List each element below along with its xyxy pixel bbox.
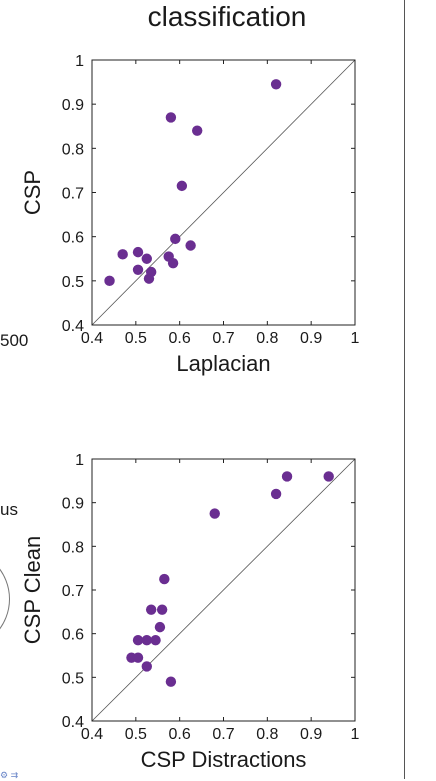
x-tick-label: 0.5 <box>125 330 147 347</box>
y-tick-label: 1 <box>75 452 84 469</box>
data-point <box>185 240 196 251</box>
data-point <box>154 621 166 633</box>
data-point <box>270 488 282 500</box>
data-point <box>167 257 179 269</box>
x-tick-label: 0.6 <box>169 726 191 743</box>
y-axis-label: CSP Clean <box>20 536 45 644</box>
y-tick-label: 0.8 <box>62 539 84 556</box>
x-tick-label: 0.6 <box>169 330 191 347</box>
data-point <box>156 604 168 615</box>
data-point <box>132 652 144 663</box>
x-tick-label: 0.8 <box>256 726 278 743</box>
data-point <box>145 266 157 278</box>
x-tick-label: 0.4 <box>81 330 103 347</box>
x-tick-label: 0.5 <box>125 726 147 743</box>
x-tick-label: 0.7 <box>212 726 234 743</box>
identity-line <box>91 59 356 326</box>
y-tick-label: 0.4 <box>62 318 84 335</box>
data-point <box>170 233 181 245</box>
data-point <box>141 661 152 672</box>
y-tick-label: 0.5 <box>62 670 84 687</box>
data-point <box>281 471 293 482</box>
data-point <box>209 508 220 519</box>
x-tick-label: 0.4 <box>81 726 103 743</box>
x-tick-label: 1 <box>351 330 360 347</box>
scatter-chart-distractions-vs-clean: 0.4 0.5 0.6 0.7 0.8 0.9 1 0.4 0.5 0.6 0.7 0.8 0.9 1 CS… <box>20 452 360 772</box>
y-tick-label: 0.4 <box>62 714 84 731</box>
y-tick-label: 0.7 <box>62 583 84 600</box>
left-fragment-us: us <box>0 500 18 519</box>
identity-line <box>91 458 356 722</box>
left-fragment-500: 500 <box>0 331 29 350</box>
y-tick-label: 0.5 <box>62 274 84 291</box>
y-tick-label: 0.9 <box>62 97 84 114</box>
x-tick-label: 0.7 <box>212 330 234 347</box>
data-point <box>132 635 144 646</box>
data-point <box>165 112 177 123</box>
data-point <box>159 573 170 585</box>
x-tick-label: 1 <box>351 726 360 743</box>
x-axis-label: CSP Distractions <box>141 747 307 772</box>
scatter-chart-laplacian-vs-csp: 0.4 0.5 0.6 0.7 0.8 0.9 1 0.4 0.5 0.6 0.7 0.8 0.9 1 La… <box>20 53 360 376</box>
data-point <box>150 635 161 646</box>
bottom-icon-fragment: ⚙ ⇉ <box>0 770 19 780</box>
y-tick-label: 0.6 <box>62 627 84 644</box>
y-tick-label: 0.6 <box>62 230 84 247</box>
x-tick-label: 0.8 <box>256 330 278 347</box>
y-axis-label: CSP <box>20 170 45 215</box>
x-axis-label: Laplacian <box>176 351 270 376</box>
data-point <box>141 253 152 264</box>
y-tick-label: 0.8 <box>62 141 84 158</box>
data-point <box>323 471 334 482</box>
y-tick-label: 0.7 <box>62 186 84 203</box>
data-point <box>104 275 115 287</box>
data-point <box>165 676 177 687</box>
data-point <box>192 125 203 136</box>
y-tick-label: 1 <box>75 53 84 70</box>
data-point <box>141 635 152 646</box>
panel-divider <box>404 0 405 779</box>
y-tick-label: 0.9 <box>62 496 84 513</box>
data-point <box>270 79 282 90</box>
data-point <box>132 246 144 258</box>
page-title: classification <box>147 1 307 32</box>
data-point <box>117 249 128 260</box>
data-point <box>145 604 157 615</box>
data-point <box>132 264 144 275</box>
data-point <box>176 180 188 192</box>
x-tick-label: 0.9 <box>300 330 322 347</box>
x-tick-label: 0.9 <box>300 726 322 743</box>
